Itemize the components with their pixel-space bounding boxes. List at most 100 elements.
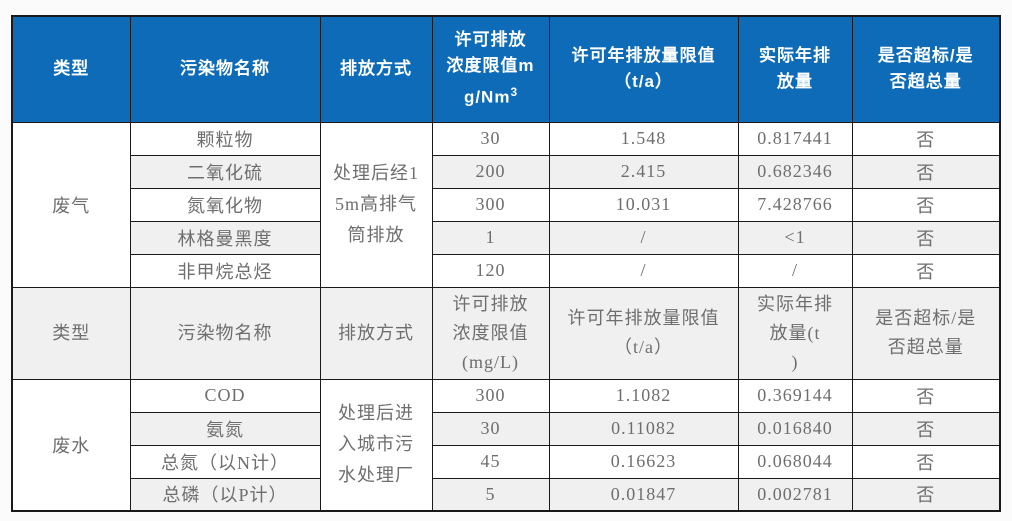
exceed-cell: 否 [851, 154, 1001, 189]
pollutant-name-cell: 总磷（以P计） [129, 477, 321, 512]
actual-emission-cell: 0.369144 [737, 378, 853, 413]
exceed-cell: 否 [851, 444, 1001, 479]
conc-limit-cell: 1 [431, 220, 550, 255]
exceed-cell: 否 [851, 253, 1001, 288]
header-conc-limit-unit: g/Nm3 [435, 79, 547, 111]
header-exceed-line1: 是否超标/是 [877, 46, 974, 66]
annual-limit-cell: 10.031 [548, 187, 739, 222]
annual-limit-cell: 0.01847 [548, 477, 739, 512]
water-row: 氨氮 30 0.11082 0.016840 否 [12, 411, 1001, 446]
header-discharge-method: 排放方式 [319, 15, 433, 123]
actual-emission-cell: 0.817441 [737, 121, 853, 156]
water-header-actual-line3: ) [791, 351, 799, 372]
gas-header-row: 类型 污染物名称 排放方式 许可排放 浓度限值m g/Nm3 许可年排放量限值 … [11, 15, 1001, 123]
actual-emission-cell: 0.682346 [737, 154, 853, 189]
water-header-row: 类型 污染物名称 排放方式 许可排放 浓度限值 (mg/L) 许可年排放量限值 … [11, 286, 1001, 380]
method-line1: 处理后经1 [333, 163, 419, 183]
method-line1: 处理后进 [338, 403, 414, 424]
water-header-type: 类型 [11, 286, 131, 380]
water-header-annual-limit-line2: （t/a） [614, 337, 673, 357]
water-row: 废水 COD 处理后进 入城市污 水处理厂 300 1.1082 0.36914… [11, 378, 1001, 512]
conc-limit-cell: 300 [431, 378, 550, 413]
water-header-exceed-line1: 是否超标/是 [875, 308, 977, 328]
header-conc-limit: 许可排放 浓度限值m g/Nm3 [431, 15, 550, 123]
water-header-actual-emission: 实际年排 放量(t ) [737, 286, 853, 380]
exceed-cell: 否 [851, 411, 1001, 446]
annual-limit-cell: 1.548 [548, 121, 739, 156]
pollutant-name-cell: 氮氧化物 [129, 187, 321, 222]
pollutant-name-cell: 氨氮 [129, 411, 321, 446]
method-line2: 入城市污 [338, 434, 414, 455]
water-header-conc-line2: 浓度限值 [452, 322, 529, 343]
header-actual-line2: 放量 [777, 72, 813, 92]
pollutant-name-cell: 二氧化硫 [129, 154, 321, 189]
exceed-cell: 否 [851, 378, 1001, 413]
conc-limit-cell: 30 [431, 121, 550, 156]
conc-limit-cell: 300 [431, 187, 550, 222]
header-conc-limit-line1: 许可排放 [454, 30, 527, 50]
header-conc-unit-sup: 3 [510, 85, 518, 100]
conc-limit-cell: 30 [431, 411, 550, 446]
method-line2: 5m高排气 [334, 194, 417, 214]
water-header-pollutant-name: 污染物名称 [129, 286, 321, 380]
conc-limit-cell: 45 [431, 444, 550, 479]
conc-limit-cell: 200 [431, 154, 550, 189]
annual-limit-cell: / [548, 253, 739, 288]
water-header-exceed-line2: 否超总量 [887, 337, 964, 357]
annual-limit-cell: 2.415 [548, 154, 739, 189]
header-conc-unit-base: g/Nm [463, 88, 511, 108]
method-line3: 水处理厂 [338, 465, 414, 486]
pollutant-name-cell: 林格曼黑度 [129, 220, 321, 255]
annual-limit-cell: 0.11082 [548, 411, 739, 446]
conc-limit-cell: 5 [431, 477, 550, 512]
exceed-cell: 否 [851, 477, 1001, 512]
water-header-exceed: 是否超标/是 否超总量 [851, 286, 1001, 380]
actual-emission-cell: 0.016840 [737, 411, 853, 446]
actual-emission-cell: / [737, 253, 853, 288]
header-exceed-line2: 否超总量 [889, 72, 962, 92]
header-pollutant-name: 污染物名称 [129, 15, 321, 123]
annual-limit-cell: 0.16623 [548, 444, 739, 479]
actual-emission-cell: 7.428766 [737, 187, 853, 222]
pollutant-name-cell: COD [129, 378, 321, 413]
type-cell-gas: 废气 [11, 121, 131, 288]
annual-limit-cell: 1.1082 [548, 378, 739, 413]
water-header-conc-limit: 许可排放 浓度限值 (mg/L) [431, 286, 550, 380]
gas-row: 氮氧化物 300 10.031 7.428766 否 [12, 187, 1001, 222]
gas-row: 非甲烷总烃 120 / / 否 [12, 253, 1001, 288]
header-type: 类型 [11, 15, 131, 123]
conc-limit-cell: 120 [431, 253, 550, 288]
water-header-conc-line1: 许可排放 [452, 293, 529, 314]
water-header-annual-limit-line1: 许可年排放量限值 [567, 308, 720, 328]
header-conc-limit-line2: 浓度限值m [446, 56, 535, 76]
exceed-cell: 否 [851, 121, 1001, 156]
header-actual-emission: 实际年排 放量 [737, 15, 853, 123]
gas-row: 废气 颗粒物 处理后经1 5m高排气 筒排放 30 1.548 0.817441… [11, 121, 1001, 288]
gas-row: 林格曼黑度 1 / <1 否 [12, 220, 1001, 255]
water-header-discharge-method: 排放方式 [319, 286, 433, 380]
pollutant-name-cell: 总氮（以N计） [129, 444, 321, 479]
header-actual-line1: 实际年排 [759, 46, 831, 66]
water-row: 总氮（以N计） 45 0.16623 0.068044 否 [12, 444, 1001, 479]
pollutant-name-cell: 非甲烷总烃 [129, 253, 321, 288]
method-cell-water: 处理后进 入城市污 水处理厂 [319, 378, 433, 512]
water-header-annual-limit: 许可年排放量限值 （t/a） [548, 286, 739, 380]
header-annual-limit-line2: （t/a） [614, 72, 673, 92]
header-annual-limit-line1: 许可年排放量限值 [571, 46, 716, 66]
method-cell-gas: 处理后经1 5m高排气 筒排放 [319, 121, 433, 288]
water-header-conc-line3: (mg/L) [462, 351, 519, 372]
pollutant-name-cell: 颗粒物 [129, 121, 321, 156]
header-exceed: 是否超标/是 否超总量 [851, 15, 1001, 123]
type-cell-water: 废水 [11, 378, 131, 512]
gas-row: 二氧化硫 200 2.415 0.682346 否 [12, 154, 1001, 189]
exceed-cell: 否 [851, 187, 1001, 222]
header-annual-limit: 许可年排放量限值 （t/a） [548, 15, 739, 123]
water-header-actual-line1: 实际年排 [757, 293, 833, 314]
actual-emission-cell: 0.068044 [737, 444, 853, 479]
method-line3: 筒排放 [347, 225, 405, 245]
actual-emission-cell: 0.002781 [737, 477, 853, 512]
exceed-cell: 否 [851, 220, 1001, 255]
annual-limit-cell: / [548, 220, 739, 255]
actual-emission-cell: <1 [737, 220, 853, 255]
